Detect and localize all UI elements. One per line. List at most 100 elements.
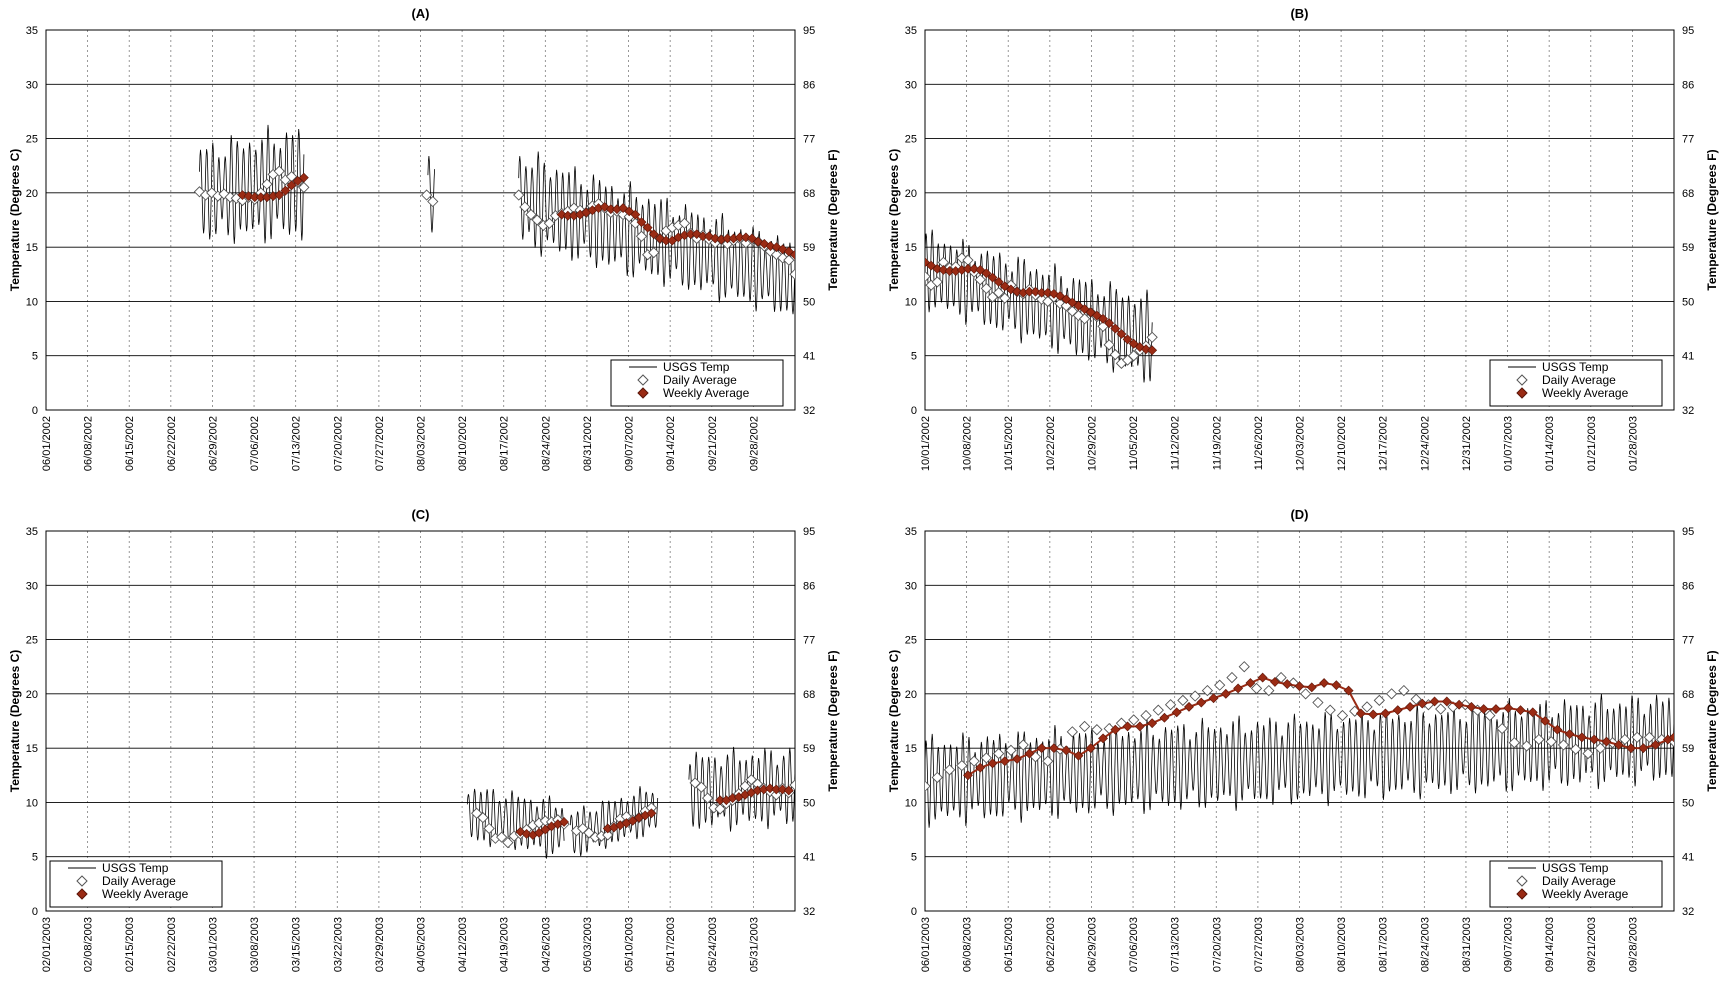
x-tick-label: 10/22/2002 (1045, 416, 1057, 471)
x-tick-label: 08/31/2002 (582, 416, 594, 471)
weekly-average-point (1110, 323, 1121, 334)
y-right-tick-label: 32 (1682, 906, 1694, 918)
y-right-tick-label: 41 (803, 351, 815, 363)
y-tick-label: 25 (26, 134, 38, 146)
daily-average-point (1103, 339, 1115, 351)
weekly-average-point (777, 784, 788, 795)
legend-weekly-swatch (1516, 387, 1528, 399)
weekly-average-point (1405, 701, 1415, 712)
weekly-average-point (559, 817, 569, 827)
weekly-average-point (1122, 721, 1133, 732)
daily-average-point (925, 270, 931, 283)
x-tick-label: 06/29/2003 (1086, 917, 1098, 972)
weekly-average-point (1098, 313, 1108, 324)
x-tick-label: 01/14/2003 (1544, 416, 1556, 471)
weekly-average-point (1417, 698, 1428, 709)
weekly-average-point (1233, 683, 1244, 694)
x-tick-label: 05/10/2003 (624, 917, 636, 972)
weekly-average-point (1036, 743, 1047, 754)
x-tick-label: 03/08/2003 (249, 917, 261, 972)
legend-entry: Weekly Average (1542, 386, 1629, 400)
x-tick-label: 03/01/2003 (207, 917, 219, 972)
x-tick-label: 05/31/2003 (748, 917, 760, 972)
weekly-average-point (1454, 699, 1465, 710)
weekly-average-point (648, 229, 659, 240)
panel-d: (D) 06/01/2003 06/08/2003 06/15/2003 06/22/2… (887, 507, 1719, 972)
weekly-average-point (963, 770, 973, 781)
daily-average-point (943, 764, 956, 776)
y-right-tick-label: 86 (1682, 79, 1694, 91)
weekly-average-point (1184, 701, 1194, 712)
chart-title: (A) (411, 6, 429, 21)
y-right-tick-label: 32 (803, 405, 815, 417)
weekly-average-point (1061, 745, 1072, 756)
y-tick-label: 0 (32, 405, 38, 417)
panel-b: (B) 10/01/2002 10/08/2002 10/15/2002 10/22/2… (887, 6, 1719, 471)
legend-entry: Weekly Average (663, 386, 750, 400)
x-tick-label: 12/17/2002 (1378, 416, 1390, 471)
weekly-average-point (1012, 286, 1023, 297)
daily-average-point (1263, 684, 1275, 697)
x-tick-label: 11/05/2002 (1128, 416, 1140, 470)
daily-average-point (1042, 755, 1054, 767)
y-tick-label: 25 (905, 635, 917, 647)
daily-average-point (1643, 731, 1656, 743)
x-tick-label: 11/19/2002 (1211, 416, 1223, 470)
x-tick-label: 06/22/2003 (1045, 917, 1057, 972)
y-right-tick-label: 68 (1682, 188, 1694, 200)
daily-average-point (1189, 690, 1201, 702)
x-tick-label: 08/17/2003 (1378, 917, 1390, 972)
x-tick-label: 02/08/2003 (83, 917, 95, 972)
daily-average-point (714, 803, 726, 815)
weekly-average-point (1441, 696, 1452, 707)
daily-average-point (1631, 731, 1643, 743)
weekly-average-point (274, 190, 285, 200)
x-tick-label: 11/12/2002 (1170, 416, 1182, 470)
weekly-average-point (1626, 743, 1636, 754)
daily-average-point (783, 254, 795, 266)
plot-area (193, 124, 795, 315)
daily-average-point (1545, 735, 1557, 748)
y-tick-label: 15 (26, 743, 38, 755)
y-right-tick-label: 59 (1682, 242, 1694, 254)
legend-entry: Weekly Average (102, 887, 189, 901)
x-tick-label: 07/20/2002 (332, 416, 344, 471)
x-tick-label: 07/13/2002 (291, 416, 303, 471)
y-tick-label: 35 (26, 25, 38, 37)
legend-entry: Daily Average (663, 373, 737, 387)
weekly-average-point (1110, 724, 1121, 735)
weekly-average-point (1576, 732, 1587, 743)
plot-area (925, 661, 1674, 828)
legend-entry: Weekly Average (1542, 887, 1629, 901)
weekly-average-point (534, 827, 545, 838)
weekly-average-point (627, 815, 638, 826)
weekly-average-point (1589, 734, 1600, 745)
y-right-axis-label: Temperature (Degrees F) (1705, 650, 1719, 791)
y-axis-label: Temperature (Degrees C) (8, 149, 22, 292)
daily-average-point (1005, 744, 1017, 756)
y-right-tick-label: 95 (803, 25, 815, 37)
weekly-average-point (1466, 701, 1477, 712)
daily-average-point (1091, 724, 1103, 736)
x-tick-label: 08/24/2003 (1419, 917, 1431, 972)
daily-average-point (931, 771, 943, 784)
y-tick-label: 20 (905, 188, 917, 200)
daily-average-point (1582, 747, 1594, 760)
y-right-tick-label: 95 (803, 526, 815, 538)
weekly-average-point (783, 785, 794, 796)
daily-average-point (477, 811, 489, 824)
y-right-tick-label: 59 (1682, 743, 1694, 755)
daily-average-point (261, 178, 273, 190)
legend-entry: Daily Average (1542, 874, 1616, 888)
usgs-temp-line (925, 229, 1153, 383)
weekly-average-point (1355, 708, 1366, 719)
daily-average-point (273, 165, 285, 177)
legend-daily-swatch (1516, 875, 1528, 887)
weekly-average-point (1294, 681, 1305, 692)
y-right-tick-label: 32 (803, 906, 815, 918)
daily-average-point (1078, 720, 1091, 733)
y-right-axis-label: Temperature (Degrees F) (826, 149, 840, 290)
legend-box (610, 359, 784, 407)
weekly-average-point (938, 265, 949, 275)
y-right-tick-label: 50 (1682, 296, 1694, 308)
